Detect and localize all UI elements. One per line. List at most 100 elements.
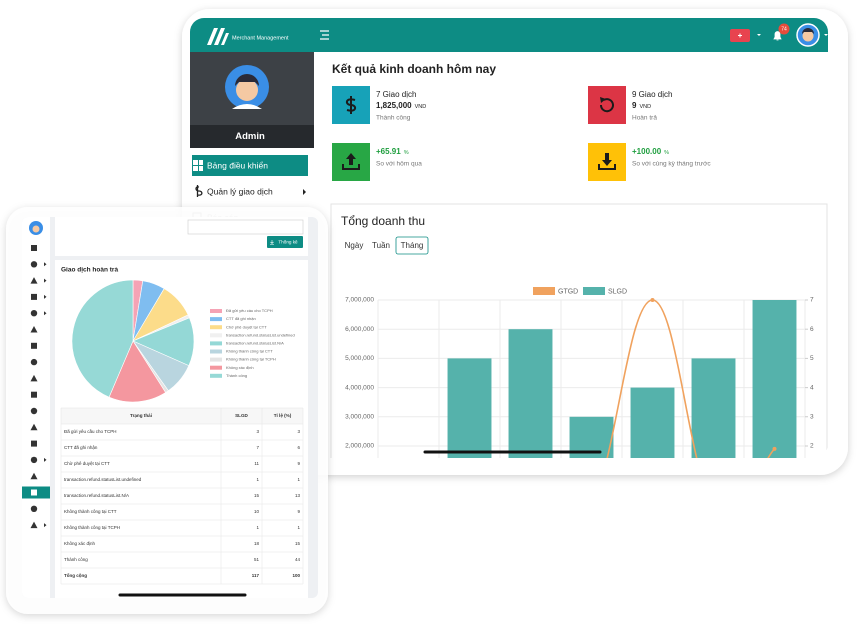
card-title: 7 Giao dịch: [376, 90, 416, 99]
menu-icon[interactable]: [30, 261, 38, 268]
menu-item[interactable]: Quản lý giao dịch: [207, 186, 273, 196]
caret: [824, 34, 828, 36]
card-unit: VND: [639, 104, 651, 110]
menu-icon[interactable]: [30, 521, 38, 529]
line: [408, 299, 776, 458]
menu-icon[interactable]: [30, 277, 38, 284]
card-unit: VND: [415, 104, 427, 110]
legend-swatch: [210, 373, 222, 378]
menu-icon[interactable]: [30, 407, 38, 415]
bell[interactable]: [773, 31, 782, 41]
y2-tick-label: 6: [810, 326, 814, 333]
legend-label: transaction.refund.statusList.undefined: [226, 332, 295, 337]
table-cell: Thành công: [64, 557, 88, 562]
tab[interactable]: Tháng: [401, 241, 424, 250]
menu-active-bg: [192, 155, 308, 176]
caret: [44, 294, 47, 299]
line-point: [407, 502, 411, 506]
card-caption: So với cùng kỳ tháng trước: [632, 161, 711, 168]
table-cell: Không xác định: [64, 541, 96, 546]
menu-icon[interactable]: [30, 310, 38, 317]
money-icon: [195, 185, 203, 197]
bar: [387, 475, 431, 504]
card-amount: +65.91: [376, 147, 401, 156]
caret: [44, 457, 47, 462]
legend-label: SLGD: [608, 288, 627, 295]
y2-tick-label: 7: [810, 297, 814, 304]
legend-swatch: [583, 287, 605, 295]
legend-swatch: [210, 341, 222, 346]
top-bar: [190, 18, 828, 52]
menu-icon[interactable]: [31, 245, 37, 251]
section-title: Kết quả kinh doanh hôm nay: [332, 62, 496, 76]
menu-icon[interactable]: [30, 326, 38, 333]
legend-label: Thành công: [226, 373, 247, 378]
table-cell: 6: [297, 445, 300, 450]
menu-icon[interactable]: [31, 342, 37, 349]
menu-icon[interactable]: [31, 440, 37, 447]
menu-icon[interactable]: [30, 472, 38, 480]
menu-icon[interactable]: [30, 456, 38, 464]
dashboard-icon: [193, 160, 203, 171]
y-tick-label: 2,000,000: [345, 443, 374, 450]
legend-swatch: [210, 317, 222, 322]
tray-icon: [598, 164, 616, 170]
card-caption: Thành công: [376, 115, 411, 122]
tab[interactable]: Ngày: [345, 241, 364, 250]
table-cell: 15: [295, 541, 301, 546]
card-amount: +100.00: [632, 147, 662, 156]
filter-button[interactable]: [267, 236, 303, 248]
menu-icon[interactable]: [30, 505, 38, 512]
legend-label: Đã gửi yêu cầu cho TCPH: [226, 308, 273, 313]
bar: [508, 329, 553, 458]
caret: [757, 34, 761, 36]
tray-icon: [342, 164, 360, 170]
table-cell: transaction.refund.statusList.undefined: [64, 477, 142, 482]
line-point: [590, 502, 594, 506]
card-amount: 1,825,000: [376, 101, 412, 110]
menu-icon[interactable]: [30, 423, 38, 431]
card-title: 9 Giao dịch: [632, 90, 672, 99]
upload-icon: [346, 153, 356, 165]
brand: Merchant Management: [232, 35, 289, 41]
card-title: Giao dịch hoàn trả: [61, 267, 118, 274]
search-input[interactable]: [187, 219, 304, 235]
front-screen: Thống kê Giao dịch hoàn trả Đã gửi yêu cầu…: [22, 217, 318, 598]
table-cell: CTT đã ghi nhận: [64, 445, 98, 450]
table-cell: 1: [297, 477, 300, 482]
table-cell: 18: [254, 541, 260, 546]
filter-button-label[interactable]: Thống kê: [278, 240, 298, 245]
pie-slice: [71, 279, 134, 398]
y2-tick-label: 5: [810, 355, 814, 362]
table-cell: 3: [256, 429, 259, 434]
tab[interactable]: Tuần: [372, 241, 390, 250]
menu-item[interactable]: Bảng điều khiển: [207, 160, 268, 170]
card-unit: %: [664, 150, 669, 156]
legend-label: CTT đã ghi nhận: [226, 316, 256, 321]
y-tick-label: 5,000,000: [345, 355, 374, 362]
avatar-hair: [235, 74, 259, 86]
bar: [752, 300, 797, 458]
card-amount: 9: [632, 101, 637, 110]
table-cell: 9: [297, 461, 300, 466]
menu-icon[interactable]: [30, 358, 38, 366]
menu-toggle[interactable]: [320, 30, 329, 40]
menu-icon[interactable]: [31, 293, 37, 300]
table-cell: 1: [256, 525, 259, 530]
notification-count: 74: [781, 27, 787, 33]
caret: [44, 311, 47, 316]
table-cell: Không thành công tại TCPH: [64, 525, 120, 530]
user-name: Admin: [235, 131, 265, 142]
line-point: [468, 502, 472, 506]
table-cell: 15: [254, 493, 260, 498]
bar: [447, 358, 492, 458]
table-header: Tỉ lệ (%): [274, 413, 292, 418]
legend-label: Không thành công tại TCPH: [226, 357, 276, 362]
caret: [44, 278, 47, 283]
menu-icon[interactable]: [31, 489, 37, 496]
table-cell: 3: [297, 429, 300, 434]
card-caption: Hoàn trả: [632, 115, 657, 122]
menu-icon[interactable]: [31, 391, 37, 398]
legend-label: Không xác định: [226, 365, 254, 370]
menu-icon[interactable]: [30, 374, 38, 382]
